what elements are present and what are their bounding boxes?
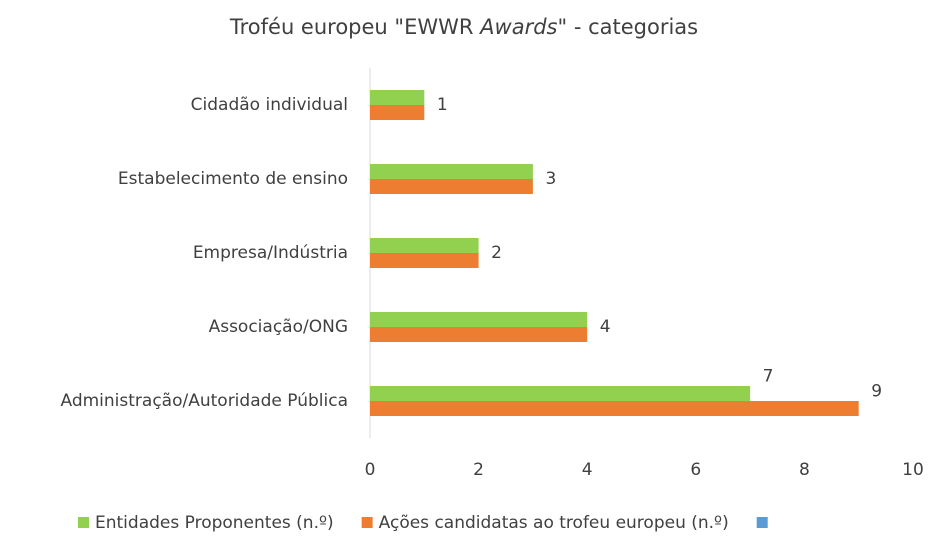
y-tick-label: Estabelecimento de ensino: [118, 169, 348, 189]
data-label: 2: [491, 243, 502, 263]
legend-label: Entidades Proponentes (n.º): [95, 513, 334, 533]
legend-swatch: [78, 517, 89, 528]
bar: [370, 253, 479, 268]
legend-swatch: [756, 517, 768, 528]
bar: [370, 90, 425, 105]
title-part: Awards: [478, 15, 557, 39]
bar: [370, 105, 425, 120]
data-label: 1: [437, 95, 448, 115]
x-tick-label: 0: [365, 460, 376, 480]
legend-label: Ações candidatas ao trofeu europeu (n.º): [379, 513, 729, 533]
data-label: 4: [600, 317, 611, 337]
legend-swatch: [361, 517, 373, 528]
bar: [370, 386, 751, 401]
y-tick-label: Cidadão individual: [191, 95, 348, 115]
title-part: " - categorias: [557, 15, 698, 39]
x-tick-label: 6: [690, 460, 701, 480]
x-tick-label: 10: [902, 460, 924, 480]
data-label: 3: [545, 169, 556, 189]
x-tick-label: 4: [582, 460, 593, 480]
bar: [370, 179, 533, 194]
x-tick-label: 2: [473, 460, 484, 480]
chart-title: Troféu europeu "EWWR Awards" - categoria…: [229, 15, 698, 39]
title-part: Troféu europeu "EWWR: [229, 15, 480, 39]
y-tick-label: Associação/ONG: [209, 317, 348, 337]
data-label: 9: [871, 382, 882, 402]
y-tick-label: Empresa/Indústria: [193, 243, 348, 263]
bar: [370, 238, 479, 253]
data-label: 7: [763, 367, 774, 387]
bar: [370, 401, 859, 416]
bar: [370, 312, 588, 327]
x-tick-label: 8: [799, 460, 810, 480]
bar: [370, 164, 533, 179]
bar: [370, 327, 588, 342]
y-tick-label: Administração/Autoridade Pública: [61, 391, 349, 411]
